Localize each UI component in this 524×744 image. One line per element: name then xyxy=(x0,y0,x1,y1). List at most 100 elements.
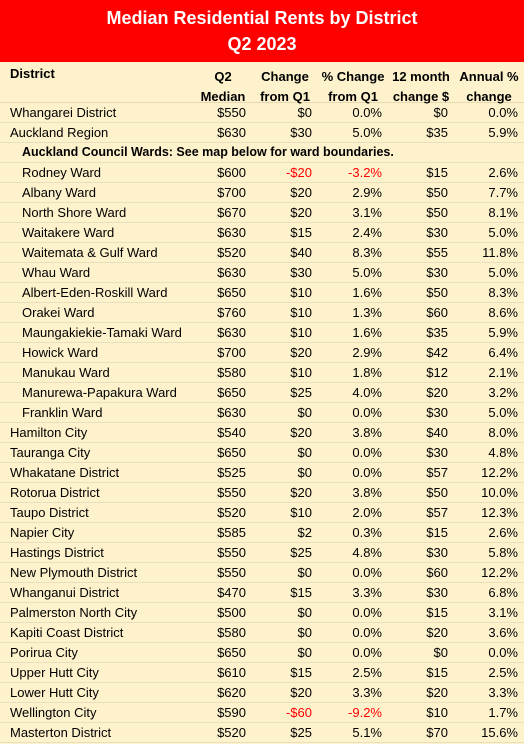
annual-cell: 0.0% xyxy=(488,105,518,120)
annual-cell: 5.0% xyxy=(488,405,518,420)
change-cell: $2 xyxy=(297,525,312,540)
twelve-month-cell: $15 xyxy=(426,165,448,180)
table-row: Upper Hutt City $610 $15 2.5% $15 2.5% xyxy=(0,663,524,683)
district-cell: Manurewa-Papakura Ward xyxy=(22,385,177,400)
annual-cell: 8.1% xyxy=(488,205,518,220)
header-pct-change: % Change from Q1 xyxy=(321,69,385,104)
twelve-month-cell: $70 xyxy=(426,725,448,740)
median-cell: $585 xyxy=(217,525,246,540)
district-cell: Rotorua District xyxy=(10,485,100,500)
median-cell: $630 xyxy=(217,265,246,280)
change-cell: $0 xyxy=(297,465,312,480)
pct-change-cell: 3.8% xyxy=(352,485,382,500)
change-cell: $0 xyxy=(297,445,312,460)
annual-cell: 5.8% xyxy=(488,545,518,560)
median-cell: $650 xyxy=(217,385,246,400)
header-12-month: 12 month change $ xyxy=(392,69,450,104)
twelve-month-cell: $30 xyxy=(426,445,448,460)
pct-change-cell: 0.0% xyxy=(352,645,382,660)
table-row: Howick Ward $700 $20 2.9% $42 6.4% xyxy=(0,343,524,363)
twelve-month-cell: $15 xyxy=(426,605,448,620)
median-cell: $630 xyxy=(217,325,246,340)
twelve-month-cell: $30 xyxy=(426,585,448,600)
table-row: Maungakiekie-Tamaki Ward $630 $10 1.6% $35 5.… xyxy=(0,323,524,343)
median-cell: $610 xyxy=(217,665,246,680)
district-cell: Hamilton City xyxy=(10,425,88,440)
page-title: Median Residential Rents by District xyxy=(106,8,418,28)
twelve-month-cell: $0 xyxy=(433,105,448,120)
pct-change-cell: -3.2% xyxy=(348,165,382,180)
table-row: Lower Hutt City $620 $20 3.3% $20 3.3% xyxy=(0,683,524,703)
table-row: Rotorua District $550 $20 3.8% $50 10.0% xyxy=(0,483,524,503)
table-row: Masterton District $520 $25 5.1% $70 15.6% xyxy=(0,723,524,743)
median-cell: $650 xyxy=(217,445,246,460)
annual-cell: 5.9% xyxy=(488,325,518,340)
district-cell: Manukau Ward xyxy=(22,365,110,380)
pct-change-cell: 8.3% xyxy=(352,245,382,260)
change-cell: $15 xyxy=(290,585,312,600)
table-row: Manurewa-Papakura Ward $650 $25 4.0% $20 3.2% xyxy=(0,383,524,403)
pct-change-cell: 3.1% xyxy=(352,205,382,220)
table-row: Waitemata & Gulf Ward $520 $40 8.3% $55 11.8% xyxy=(0,243,524,263)
pct-change-cell: 2.0% xyxy=(352,505,382,520)
annual-cell: 2.6% xyxy=(488,165,518,180)
header-district: District xyxy=(10,66,55,81)
twelve-month-cell: $50 xyxy=(426,205,448,220)
median-cell: $580 xyxy=(217,625,246,640)
median-cell: $650 xyxy=(217,285,246,300)
annual-cell: 5.0% xyxy=(488,225,518,240)
twelve-month-cell: $15 xyxy=(426,665,448,680)
pct-change-cell: 5.0% xyxy=(352,265,382,280)
change-cell: $40 xyxy=(290,245,312,260)
twelve-month-cell: $15 xyxy=(426,525,448,540)
annual-cell: 12.3% xyxy=(481,505,518,520)
median-cell: $500 xyxy=(217,605,246,620)
median-cell: $540 xyxy=(217,425,246,440)
median-cell: $590 xyxy=(217,705,246,720)
page-subtitle: Q2 2023 xyxy=(227,34,297,54)
change-cell: $0 xyxy=(297,625,312,640)
change-cell: $10 xyxy=(290,305,312,320)
twelve-month-cell: $0 xyxy=(433,645,448,660)
table-row: North Shore Ward $670 $20 3.1% $50 8.1% xyxy=(0,203,524,223)
change-cell: -$20 xyxy=(285,165,312,180)
district-cell: Upper Hutt City xyxy=(10,665,99,680)
change-cell: $20 xyxy=(290,425,312,440)
median-cell: $550 xyxy=(217,565,246,580)
table-row: Whakatane District $525 $0 0.0% $57 12.2% xyxy=(0,463,524,483)
change-cell: $10 xyxy=(290,325,312,340)
district-cell: Albert-Eden-Roskill Ward xyxy=(22,285,168,300)
header-q2-median: Q2 Median xyxy=(200,69,246,104)
change-cell: $15 xyxy=(290,665,312,680)
pct-change-cell: 2.4% xyxy=(352,225,382,240)
district-cell: Franklin Ward xyxy=(22,405,103,420)
district-cell: Palmerston North City xyxy=(10,605,138,620)
annual-cell: 2.5% xyxy=(488,665,518,680)
change-cell: $0 xyxy=(297,605,312,620)
pct-change-cell: 1.8% xyxy=(352,365,382,380)
district-cell: Porirua City xyxy=(10,645,78,660)
district-cell: Whakatane District xyxy=(10,465,120,480)
median-cell: $650 xyxy=(217,645,246,660)
pct-change-cell: 4.0% xyxy=(352,385,382,400)
change-cell: $25 xyxy=(290,545,312,560)
table-row: Wellington City $590 -$60 -9.2% $10 1.7% xyxy=(0,703,524,723)
pct-change-cell: 3.3% xyxy=(352,685,382,700)
change-cell: $15 xyxy=(290,225,312,240)
pct-change-cell: 4.8% xyxy=(352,545,382,560)
annual-cell: 2.1% xyxy=(488,365,518,380)
district-cell: New Plymouth District xyxy=(10,565,138,580)
median-cell: $700 xyxy=(217,185,246,200)
pct-change-cell: 2.9% xyxy=(352,185,382,200)
table-row: Hastings District $550 $25 4.8% $30 5.8% xyxy=(0,543,524,563)
table-row: Waitakere Ward $630 $15 2.4% $30 5.0% xyxy=(0,223,524,243)
annual-cell: 0.0% xyxy=(488,645,518,660)
district-cell: Waitemata & Gulf Ward xyxy=(22,245,158,260)
district-cell: Maungakiekie-Tamaki Ward xyxy=(22,325,182,340)
table-row: Porirua City $650 $0 0.0% $0 0.0% xyxy=(0,643,524,663)
median-cell: $520 xyxy=(217,505,246,520)
district-cell: Albany Ward xyxy=(22,185,96,200)
annual-cell: 6.4% xyxy=(488,345,518,360)
table-row: Albany Ward $700 $20 2.9% $50 7.7% xyxy=(0,183,524,203)
district-cell: Lower Hutt City xyxy=(10,685,99,700)
